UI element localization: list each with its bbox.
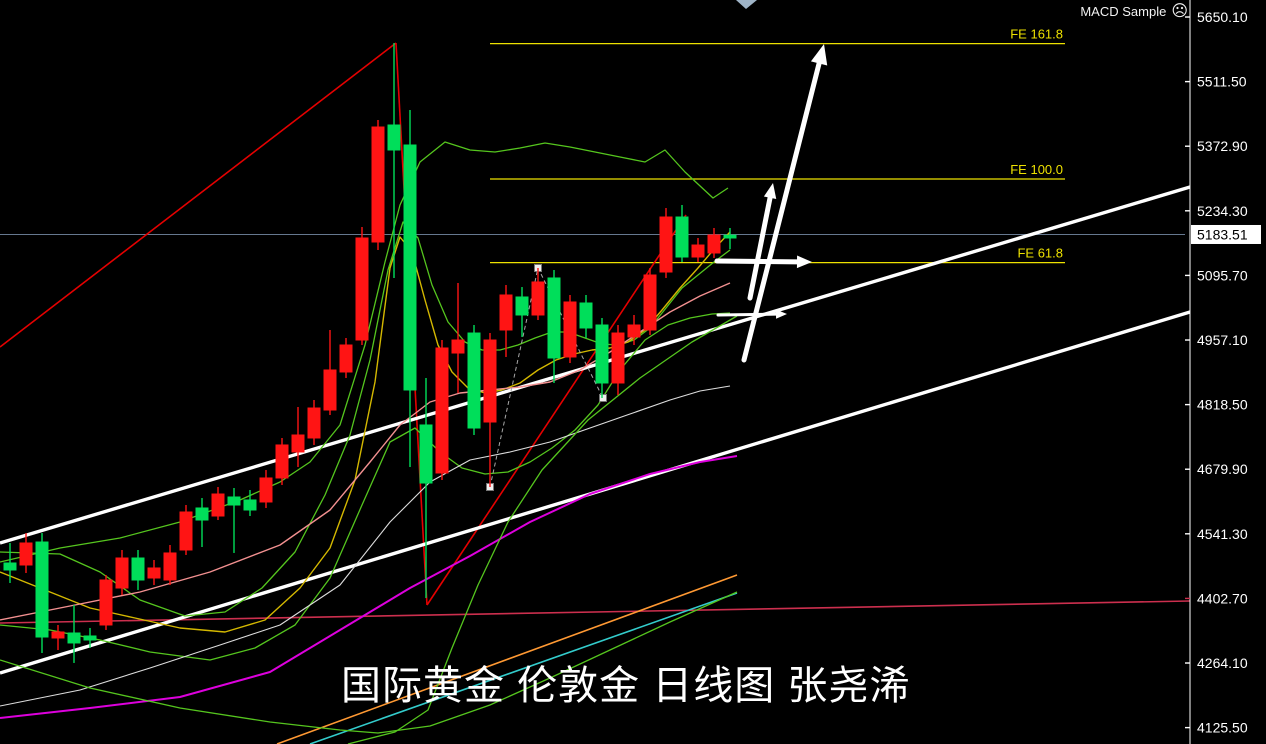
candle-body[interactable] [275, 444, 289, 479]
candle-body[interactable] [515, 296, 529, 316]
current-price-box [1191, 224, 1261, 244]
price-axis-label: 4125.50 [1197, 720, 1248, 736]
candle-body[interactable] [419, 424, 433, 484]
candle-body[interactable] [179, 511, 193, 551]
candle-body[interactable] [467, 332, 481, 429]
sad-face-icon: ☹ [1171, 2, 1188, 20]
candle-body[interactable] [579, 302, 593, 329]
arrow-to-channel-head[interactable] [775, 309, 787, 319]
price-axis-label: 4541.30 [1197, 526, 1248, 542]
candle-body[interactable] [643, 274, 657, 331]
candle-body[interactable] [627, 324, 641, 338]
candle-body[interactable] [211, 493, 225, 517]
candle-body[interactable] [499, 294, 513, 331]
candle-body[interactable] [259, 477, 273, 503]
candle-body[interactable] [563, 301, 577, 358]
candle-body[interactable] [339, 344, 353, 373]
lower-band [0, 312, 731, 661]
arrow-to-fe161-shaft[interactable] [741, 60, 822, 363]
price-axis-label: 5372.90 [1197, 138, 1248, 154]
fast-green-ma [0, 221, 731, 617]
fib-level-label: FE 61.8 [1017, 246, 1063, 261]
candle-body[interactable] [19, 542, 33, 566]
scroll-position-marker[interactable] [736, 0, 757, 9]
price-axis-label: 4264.10 [1197, 655, 1248, 671]
arrow-to-channel-shaft[interactable] [716, 312, 778, 317]
price-axis-label: 5095.70 [1197, 267, 1248, 283]
indicator-label: MACD Sample [1080, 4, 1167, 19]
candle-body[interactable] [403, 144, 417, 391]
red-trendline-up-left[interactable] [0, 42, 397, 348]
candle-body[interactable] [147, 567, 161, 579]
candle-body[interactable] [355, 237, 369, 341]
price-axis-label: 5650.10 [1197, 9, 1248, 25]
price-axis-label: 4679.90 [1197, 461, 1248, 477]
white-channel-upper[interactable] [0, 185, 1191, 545]
candle-body[interactable] [387, 124, 401, 151]
candle-body[interactable] [307, 407, 321, 439]
chart-watermark: 国际黄金 伦敦金 日线图 张尧浠 [341, 664, 911, 708]
candle-body[interactable] [67, 632, 81, 644]
candle-body[interactable] [131, 557, 145, 581]
white-ma [0, 385, 731, 707]
arrow-along-fe618-shaft[interactable] [714, 258, 800, 265]
candle-body[interactable] [195, 507, 209, 521]
candle-body[interactable] [547, 277, 561, 359]
current-price-value: 5183.51 [1197, 226, 1248, 242]
candle-body[interactable] [707, 234, 721, 254]
red-trendline-up-right[interactable] [426, 214, 687, 606]
arrow-along-fe618-head[interactable] [796, 255, 812, 269]
candle-body[interactable] [99, 579, 113, 626]
fib-level-label: FE 161.8 [1010, 27, 1063, 42]
fib-level-label: FE 100.0 [1010, 162, 1063, 177]
candle-body[interactable] [323, 369, 337, 411]
arrow-to-fe100-head[interactable] [763, 183, 777, 199]
arrow-to-fe161-head[interactable] [810, 44, 828, 66]
candle-body[interactable] [451, 339, 465, 354]
price-axis-label: 5234.30 [1197, 203, 1248, 219]
candle-body[interactable] [115, 557, 129, 589]
candle-body[interactable] [227, 496, 241, 506]
indicator-label-group: MACD Sample ☹ [1078, 2, 1188, 20]
candle-body[interactable] [291, 434, 305, 453]
candle-body[interactable] [611, 332, 625, 384]
price-axis-label: 4402.70 [1197, 590, 1248, 606]
candle-body[interactable] [595, 324, 609, 384]
candle-body[interactable] [51, 631, 65, 639]
candle-body[interactable] [163, 552, 177, 581]
candle-body[interactable] [435, 347, 449, 474]
candle-body[interactable] [531, 281, 545, 316]
candle-body[interactable] [659, 216, 673, 273]
red-horizontal-line[interactable] [0, 600, 1191, 624]
candle-body[interactable] [371, 126, 385, 243]
price-axis-label: 4957.10 [1197, 332, 1248, 348]
green-low [0, 591, 738, 734]
candle-body[interactable] [675, 216, 689, 258]
candle-body[interactable] [3, 562, 17, 571]
green-steep [347, 315, 738, 744]
candle-body[interactable] [83, 635, 97, 641]
arrow-to-fe100-shaft[interactable] [747, 195, 773, 301]
candle-body[interactable] [691, 244, 705, 258]
candle-body[interactable] [483, 339, 497, 423]
candle-body[interactable] [35, 541, 49, 638]
orange-diagonal[interactable] [276, 574, 738, 744]
cyan-diagonal[interactable] [309, 592, 738, 744]
fib-anchor-handle[interactable] [599, 394, 607, 402]
price-axis-label: 4818.50 [1197, 397, 1248, 413]
magenta-ma [0, 455, 738, 719]
price-axis-label: 5511.50 [1197, 74, 1247, 90]
candle-body[interactable] [243, 499, 257, 511]
candle-body[interactable] [723, 234, 737, 239]
